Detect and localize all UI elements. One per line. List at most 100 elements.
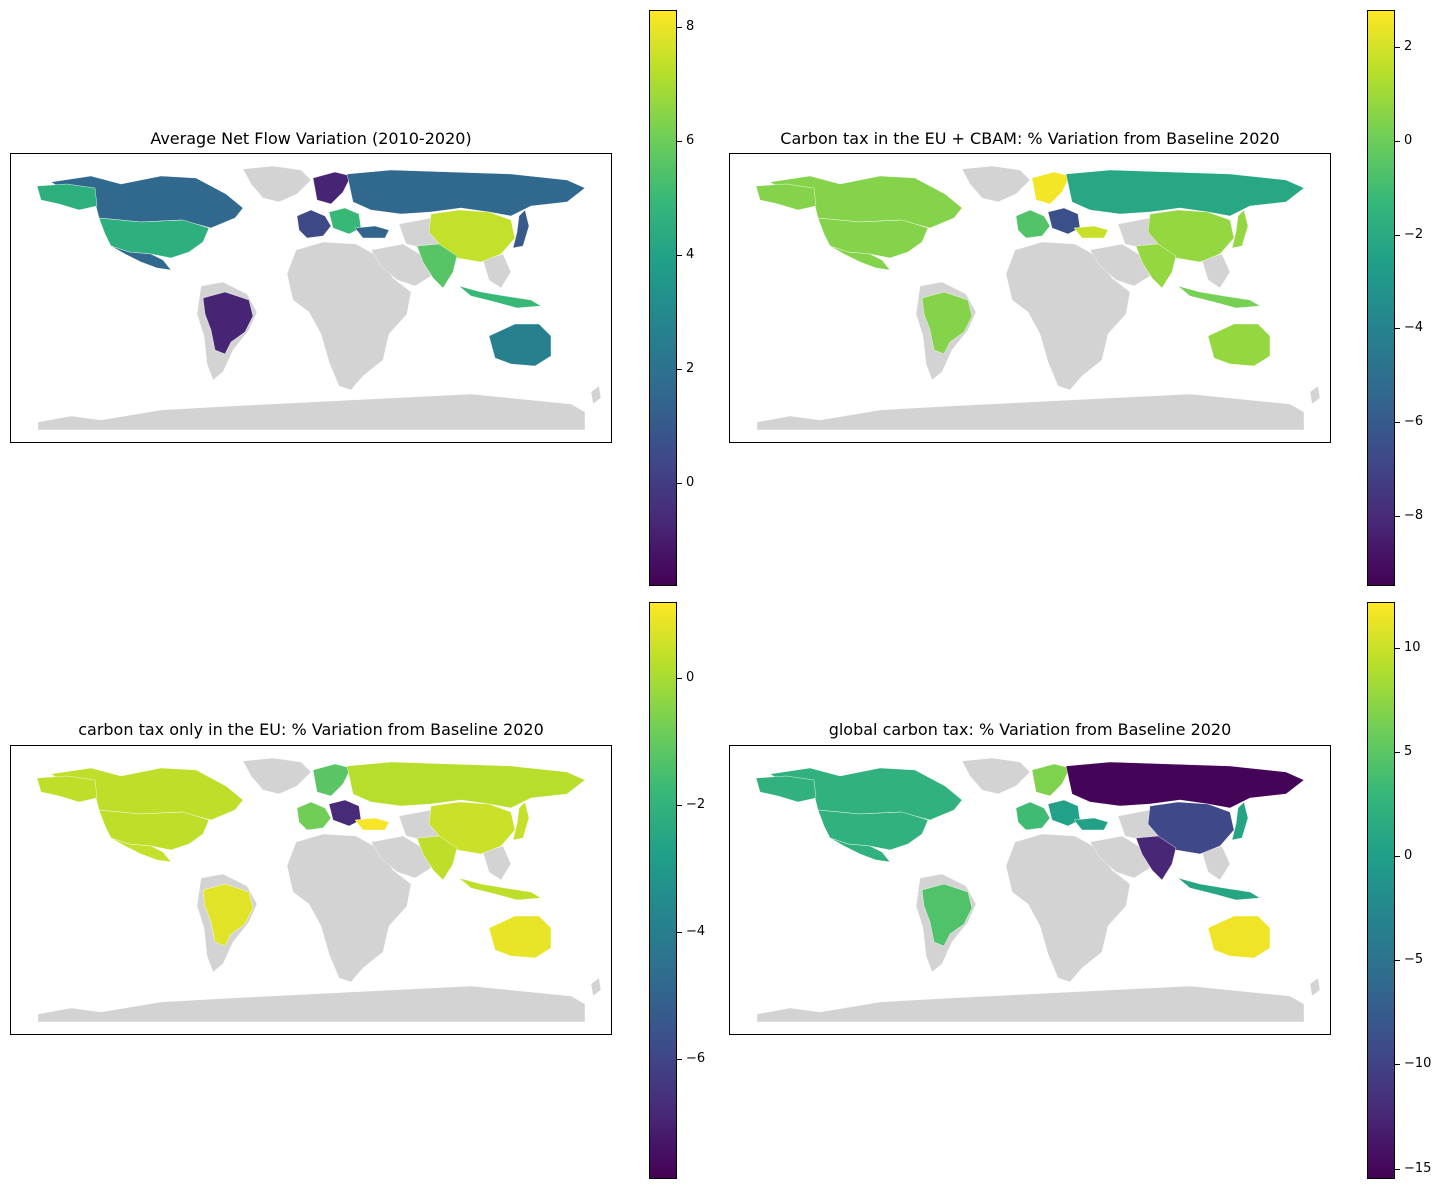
region-nz-no-data <box>590 977 602 997</box>
region-europe-n[interactable] <box>1031 763 1071 797</box>
region-brazil[interactable] <box>202 291 254 355</box>
region-china[interactable] <box>1147 209 1235 263</box>
region-middle-east-no-data <box>1089 835 1151 879</box>
region-indonesia[interactable] <box>1177 285 1261 309</box>
region-europe-w[interactable] <box>1015 801 1051 831</box>
region-canada[interactable] <box>769 767 963 821</box>
colorbar-tick-label: −2 <box>1404 227 1424 242</box>
region-turkey[interactable] <box>354 817 390 831</box>
region-nz-no-data <box>1309 385 1321 405</box>
region-europe-c[interactable] <box>328 799 362 827</box>
region-europe-n[interactable] <box>1031 171 1071 205</box>
region-japan[interactable] <box>512 209 530 249</box>
region-greenland-no-data <box>242 165 312 203</box>
colorbar-tick-label: 10 <box>1404 640 1421 655</box>
colorbar-tick-mark <box>677 678 682 679</box>
region-europe-c[interactable] <box>328 207 362 235</box>
region-europe-w[interactable] <box>1015 209 1051 239</box>
colorbar-tick-mark <box>1395 752 1400 753</box>
region-alaska[interactable] <box>36 183 98 211</box>
region-antarctica-no-data <box>756 393 1305 431</box>
colorbar-tick-label: −6 <box>1404 414 1424 429</box>
region-alaska[interactable] <box>36 775 98 803</box>
region-russia[interactable] <box>1065 761 1305 809</box>
colorbar-tick-label: 0 <box>686 670 695 685</box>
region-se-asia-main-no-data <box>482 253 512 289</box>
region-alaska[interactable] <box>755 183 817 211</box>
colorbar-tick-mark <box>677 369 682 370</box>
colorbar-tick-label: 0 <box>1404 848 1413 863</box>
region-indonesia[interactable] <box>458 285 542 309</box>
region-indonesia[interactable] <box>1177 877 1261 901</box>
world-map[interactable] <box>10 745 612 1035</box>
region-australia[interactable] <box>1207 323 1271 367</box>
world-map[interactable] <box>10 153 612 443</box>
world-map[interactable] <box>729 745 1331 1035</box>
region-india[interactable] <box>416 835 458 881</box>
region-europe-n[interactable] <box>312 763 352 797</box>
region-china[interactable] <box>1147 801 1235 855</box>
colorbar-tick-label: −6 <box>686 1051 706 1066</box>
region-brazil[interactable] <box>202 883 254 947</box>
colorbar-tick-label: −5 <box>1404 952 1424 967</box>
region-india[interactable] <box>1135 243 1177 289</box>
region-japan[interactable] <box>1231 801 1249 841</box>
map-title: carbon tax only in the EU: % Variation f… <box>78 720 544 739</box>
region-nz-no-data <box>1309 977 1321 997</box>
region-indonesia[interactable] <box>458 877 542 901</box>
region-australia[interactable] <box>488 323 552 367</box>
region-india[interactable] <box>416 243 458 289</box>
colorbar <box>1367 10 1395 586</box>
region-alaska[interactable] <box>755 775 817 803</box>
region-russia[interactable] <box>346 761 586 809</box>
region-japan[interactable] <box>1231 209 1249 249</box>
region-japan[interactable] <box>512 801 530 841</box>
region-canada[interactable] <box>50 175 244 229</box>
region-usa[interactable] <box>98 217 210 259</box>
region-antarctica-no-data <box>37 985 586 1023</box>
map-title: Carbon tax in the EU + CBAM: % Variation… <box>780 129 1280 148</box>
region-australia[interactable] <box>488 915 552 959</box>
region-india[interactable] <box>1135 835 1177 881</box>
region-antarctica-no-data <box>37 393 586 431</box>
colorbar <box>1367 602 1395 1179</box>
region-middle-east-no-data <box>370 243 432 287</box>
region-canada[interactable] <box>50 767 244 821</box>
region-china[interactable] <box>428 801 516 855</box>
region-russia[interactable] <box>346 169 586 217</box>
region-mexico[interactable] <box>829 245 891 271</box>
region-mexico[interactable] <box>110 837 172 863</box>
region-usa[interactable] <box>817 217 929 259</box>
map-title: global carbon tax: % Variation from Base… <box>828 720 1232 739</box>
region-turkey[interactable] <box>1073 225 1109 239</box>
region-europe-n[interactable] <box>312 171 352 205</box>
region-europe-w[interactable] <box>296 801 332 831</box>
region-europe-c[interactable] <box>1047 799 1081 827</box>
region-turkey[interactable] <box>354 225 390 239</box>
region-russia[interactable] <box>1065 169 1305 217</box>
region-mexico[interactable] <box>829 837 891 863</box>
region-europe-w[interactable] <box>296 209 332 239</box>
region-brazil[interactable] <box>921 291 973 355</box>
region-australia[interactable] <box>1207 915 1271 959</box>
colorbar-tick-label: −2 <box>686 797 706 812</box>
colorbar-tick-mark <box>677 483 682 484</box>
region-mexico[interactable] <box>110 245 172 271</box>
region-china[interactable] <box>428 209 516 263</box>
region-greenland-no-data <box>242 757 312 795</box>
region-europe-c[interactable] <box>1047 207 1081 235</box>
colorbar-tick-mark <box>1395 648 1400 649</box>
region-canada[interactable] <box>769 175 963 229</box>
colorbar-tick-mark <box>677 932 682 933</box>
region-turkey[interactable] <box>1073 817 1109 831</box>
colorbar-tick-mark <box>1395 1064 1400 1065</box>
colorbar <box>649 602 677 1179</box>
region-se-asia-main-no-data <box>1201 845 1231 881</box>
colorbar-tick-mark <box>1395 516 1400 517</box>
world-map[interactable] <box>729 153 1331 443</box>
region-brazil[interactable] <box>921 883 973 947</box>
colorbar-tick-mark <box>1395 141 1400 142</box>
region-usa[interactable] <box>817 809 929 851</box>
region-greenland-no-data <box>961 757 1031 795</box>
region-usa[interactable] <box>98 809 210 851</box>
